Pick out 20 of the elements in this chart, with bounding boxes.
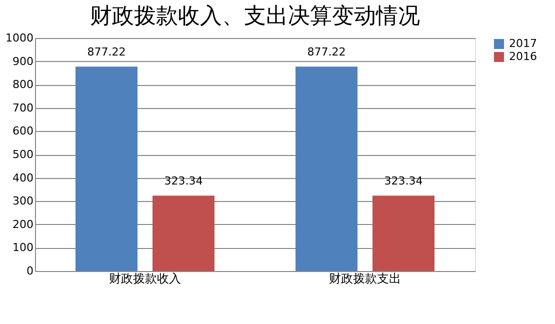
data-label: 877.22 (87, 46, 126, 59)
y-tick-label: 1000 (6, 32, 34, 44)
chart-title: 财政拨款收入、支出决算变动情况 (90, 4, 420, 29)
y-tick-label: 0 (26, 264, 34, 278)
y-tick-label: 400 (12, 171, 34, 184)
legend-label: 2016 (509, 50, 537, 63)
y-tick-label: 200 (12, 218, 34, 231)
x-tick-label: 财政拨款收入 (109, 272, 181, 286)
x-tick-label: 财政拨款支出 (329, 272, 401, 286)
legend-label: 2017 (509, 37, 537, 50)
y-tick-label: 900 (12, 54, 34, 68)
data-label: 323.34 (164, 174, 203, 188)
data-label: 877.22 (307, 46, 346, 59)
data-label: 323.34 (384, 174, 423, 188)
y-tick-label: 500 (12, 148, 34, 161)
y-tick-label: 100 (12, 241, 34, 254)
y-tick-label: 300 (12, 194, 34, 208)
y-tick-label: 600 (12, 124, 34, 138)
y-tick-label: 700 (12, 101, 34, 114)
y-tick-label: 800 (12, 78, 34, 92)
